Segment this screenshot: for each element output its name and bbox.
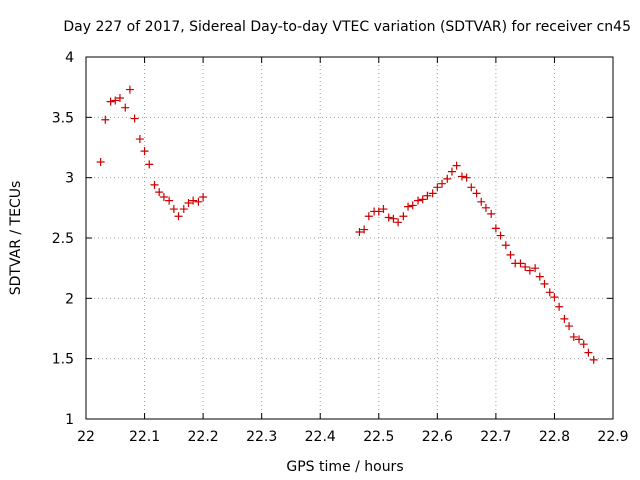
data-point: [418, 195, 427, 204]
x-tick-label: 22.3: [246, 429, 277, 445]
data-point: [194, 197, 203, 206]
chart-title: Day 227 of 2017, Sidereal Day-to-day VTE…: [63, 19, 631, 35]
x-tick-label: 22.4: [305, 429, 336, 445]
data-point: [555, 302, 564, 311]
plot-frame: [85, 56, 614, 420]
data-point: [360, 225, 369, 234]
data-point: [179, 205, 188, 214]
data-point: [496, 231, 505, 240]
data-point: [457, 172, 466, 181]
y-tick-label: 3.5: [52, 110, 74, 126]
data-point: [525, 266, 534, 275]
data-point: [545, 288, 554, 297]
x-tick-label: 22.7: [480, 429, 511, 445]
data-point: [408, 201, 417, 210]
data-point: [169, 205, 178, 214]
data-point: [189, 196, 198, 205]
data-point: [125, 85, 134, 94]
data-point: [199, 192, 208, 201]
data-point: [467, 183, 476, 192]
x-tick-label: 22.2: [188, 429, 219, 445]
data-point: [589, 355, 598, 364]
data-point: [531, 264, 540, 273]
data-point: [487, 209, 496, 218]
data-point: [121, 103, 130, 112]
y-tick-label: 1.5: [52, 352, 74, 368]
data-point: [399, 212, 408, 221]
data-point: [560, 314, 569, 323]
data-point: [111, 96, 120, 105]
data-point: [364, 212, 373, 221]
data-point: [491, 224, 500, 233]
x-tick-label: 22.9: [597, 429, 628, 445]
data-point: [433, 183, 442, 192]
data-point: [452, 161, 461, 170]
data-point: [355, 227, 364, 236]
y-axis-label: SDTVAR / TECUs: [8, 181, 24, 296]
data-point: [535, 272, 544, 281]
data-point: [145, 160, 154, 169]
data-point: [569, 332, 578, 341]
axis-ticks: [85, 56, 614, 420]
data-point: [106, 97, 115, 106]
y-tick-label: 2: [65, 291, 74, 307]
data-point: [96, 157, 105, 166]
data-point: [384, 213, 393, 222]
data-point: [374, 207, 383, 216]
data-point: [130, 114, 139, 123]
y-tick-label: 1: [65, 412, 74, 428]
data-point: [135, 135, 144, 144]
x-tick-label: 22.6: [422, 429, 453, 445]
data-point: [472, 189, 481, 198]
data-point: [184, 199, 193, 208]
y-tick-labels: 1 1.5 2 2.5 3 3.5 4: [52, 50, 74, 428]
data-point: [140, 147, 149, 156]
data-point: [443, 174, 452, 183]
x-axis-label: GPS time / hours: [286, 459, 403, 475]
y-tick-label: 3: [65, 171, 74, 187]
data-point: [516, 259, 525, 268]
data-point: [150, 180, 159, 189]
data-point: [101, 115, 110, 124]
data-point: [540, 279, 549, 288]
data-point: [155, 188, 164, 197]
data-point: [423, 191, 432, 200]
data-point: [579, 340, 588, 349]
data-point: [165, 196, 174, 205]
data-point: [115, 94, 124, 103]
data-point: [506, 250, 515, 259]
data-point: [481, 203, 490, 212]
y-tick-label: 4: [65, 50, 74, 66]
x-tick-label: 22.5: [363, 429, 394, 445]
data-point: [447, 167, 456, 176]
data-point: [575, 335, 584, 344]
data-point: [462, 173, 471, 182]
data-points: [96, 85, 598, 364]
data-point: [438, 179, 447, 188]
data-point: [414, 196, 423, 205]
x-tick-label: 22: [77, 429, 95, 445]
data-point: [389, 214, 398, 223]
data-point: [428, 189, 437, 198]
x-tick-labels: 22 22.1 22.2 22.3 22.4 22.5 22.6 22.7 22.8 22.9: [77, 429, 629, 445]
data-point: [584, 348, 593, 357]
data-point: [394, 218, 403, 227]
data-point: [550, 293, 559, 302]
y-tick-label: 2.5: [52, 231, 74, 247]
data-point: [501, 241, 510, 250]
grid-lines: [86, 57, 613, 419]
data-point: [379, 205, 388, 214]
data-point: [159, 192, 168, 201]
data-point: [565, 322, 574, 331]
data-point: [404, 202, 413, 211]
x-tick-label: 22.1: [129, 429, 160, 445]
data-point: [174, 212, 183, 221]
data-point: [521, 262, 530, 271]
x-tick-label: 22.8: [539, 429, 570, 445]
data-point: [477, 197, 486, 206]
